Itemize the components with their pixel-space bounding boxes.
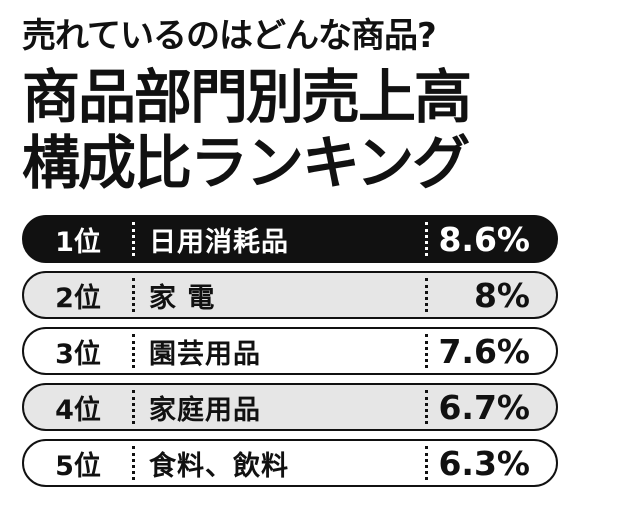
share-value: 6.7% (438, 387, 530, 427)
category-label: 園芸用品 (149, 338, 261, 370)
ranking-row-1: 1位 日用消耗品 8.6% (22, 215, 558, 263)
dotted-divider (132, 390, 135, 424)
headline: 売れているのはどんな商品? 商品部門別売上高 構成比ランキング (22, 14, 612, 196)
ranking-row-2: 2位 家 電 8% (22, 271, 558, 319)
ranking-row-4: 4位 家庭用品 6.7% (22, 383, 558, 431)
title-line-1: 商品部門別売上高 (22, 63, 472, 131)
ranking-row-3: 3位 園芸用品 7.6% (22, 327, 558, 375)
dotted-divider (425, 334, 428, 368)
share-value: 8.6% (438, 219, 530, 259)
dotted-divider (132, 278, 135, 312)
dotted-divider (132, 446, 135, 480)
share-value: 7.6% (438, 331, 530, 371)
category-label: 家庭用品 (149, 394, 261, 426)
dotted-divider (425, 222, 428, 256)
title-line-2: 構成比ランキング (22, 129, 470, 197)
ranking-row-5: 5位 食料、飲料 6.3% (22, 439, 558, 487)
category-label: 家 電 (149, 282, 216, 314)
dotted-divider (132, 222, 135, 256)
share-value: 6.3% (438, 443, 530, 483)
dotted-divider (425, 446, 428, 480)
rank-label: 1位 (55, 226, 101, 258)
dotted-divider (132, 334, 135, 368)
rank-label: 4位 (55, 394, 101, 426)
question-text: 売れているのはどんな商品? (22, 16, 437, 56)
category-label: 日用消耗品 (149, 226, 289, 258)
rank-label: 3位 (55, 338, 101, 370)
ranking-table: 1位 日用消耗品 8.6% 2位 家 電 8% 3位 園芸用品 7.6% 4位 … (22, 215, 558, 495)
rank-label: 5位 (55, 450, 101, 482)
share-value: 8% (473, 275, 530, 315)
rank-label: 2位 (55, 282, 101, 314)
dotted-divider (425, 390, 428, 424)
dotted-divider (425, 278, 428, 312)
category-label: 食料、飲料 (149, 450, 289, 482)
